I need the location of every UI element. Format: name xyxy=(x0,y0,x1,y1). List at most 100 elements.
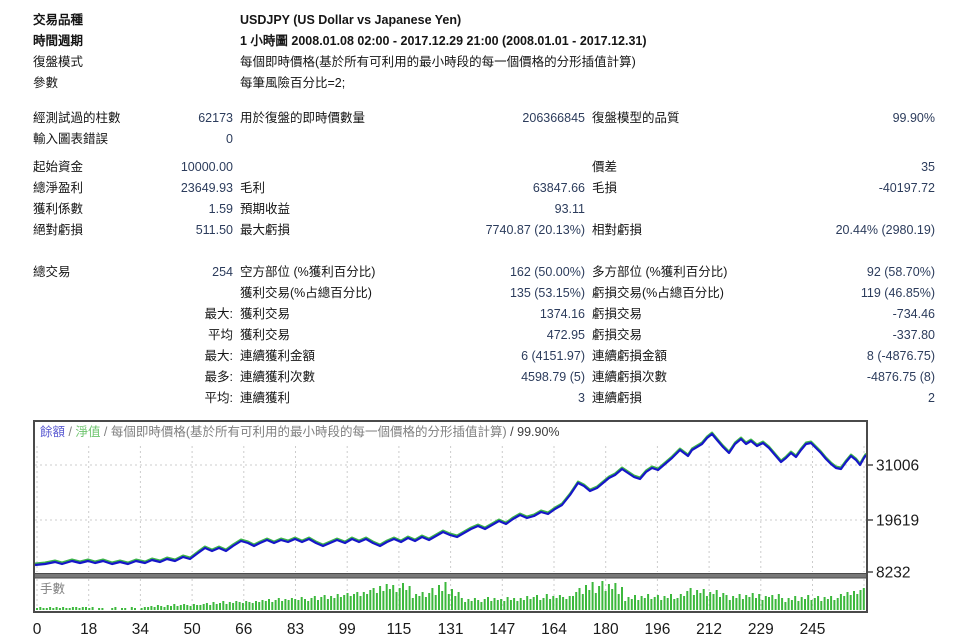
lots-bar xyxy=(853,591,855,610)
lots-bar xyxy=(402,583,404,610)
lots-bar xyxy=(241,603,244,610)
metric-value: 1.59 xyxy=(208,202,233,216)
metric-label: 連續虧損次數 xyxy=(592,370,668,384)
lots-bar xyxy=(519,598,522,610)
lots-bar xyxy=(300,597,303,610)
metric-value: 1374.16 xyxy=(539,307,585,321)
metric-cell: 經測試過的柱數 62173 xyxy=(33,108,233,129)
lots-bar xyxy=(166,605,169,610)
metric-label: 獲利係數 xyxy=(33,202,84,216)
lots-bar xyxy=(807,595,810,610)
lots-bar xyxy=(418,596,421,610)
lots-bar xyxy=(585,585,587,610)
lots-bar xyxy=(424,597,427,610)
lots-bar xyxy=(630,599,633,610)
lots-bar xyxy=(787,598,790,610)
lots-bar xyxy=(856,594,859,610)
report-row: 輸入圖表錯誤 0 xyxy=(0,129,960,150)
lots-bar xyxy=(487,597,489,610)
metric-prefix: 平均: xyxy=(204,391,233,405)
lots-bar xyxy=(774,599,777,610)
report-row: 平均: 連續獲利 3 連續虧損 2 xyxy=(0,388,960,409)
lots-bar xyxy=(143,607,146,610)
report-row: 交易品種 USDJPY (US Dollar vs Japanese Yen) xyxy=(0,10,960,31)
lots-bar xyxy=(121,608,123,610)
lots-bar xyxy=(326,599,329,610)
lots-bar xyxy=(62,607,65,610)
lots-bar xyxy=(199,605,202,610)
lots-bar xyxy=(679,594,682,610)
lots-bar xyxy=(653,597,656,610)
lots-bar xyxy=(820,601,823,610)
metric-label: 預期收益 xyxy=(240,202,291,216)
lots-bar xyxy=(42,608,45,610)
lots-bar xyxy=(493,598,496,610)
lots-bar xyxy=(395,592,398,610)
y-axis-label: 19619 xyxy=(876,513,919,530)
lots-bar xyxy=(709,592,712,610)
lots-bar xyxy=(130,607,133,610)
lots-bar xyxy=(611,589,614,610)
lots-bar xyxy=(297,600,300,610)
lots-bar xyxy=(343,595,346,610)
x-axis-label: 83 xyxy=(287,621,304,638)
metric-cell: 獲利交易 472.95 xyxy=(240,325,585,346)
lots-bar xyxy=(209,605,212,610)
lots-bar xyxy=(470,601,473,610)
report-row: 復盤模式 每個即時價格(基於所有可利用的最小時段的每一個價格的分形插值計算) xyxy=(0,52,960,73)
lots-bar xyxy=(156,605,159,610)
lots-bar xyxy=(281,601,284,610)
lots-bar xyxy=(323,595,326,610)
metric-cell: 連續獲利 3 xyxy=(240,388,585,409)
lots-bar xyxy=(245,601,248,610)
lots-bar xyxy=(366,594,369,610)
report-row: 最大: 獲利交易 1374.16 虧損交易 -734.46 xyxy=(0,304,960,325)
lots-bar xyxy=(163,607,166,610)
x-axis-label: 229 xyxy=(748,621,774,638)
metric-cell: 連續獲利次數 4598.79 (5) xyxy=(240,367,585,388)
lots-bar xyxy=(39,607,42,610)
lots-bar xyxy=(225,604,228,610)
lots-bar xyxy=(728,600,731,610)
lots-bar xyxy=(268,599,270,610)
metric-value: 63847.66 xyxy=(532,181,585,195)
lots-bar xyxy=(45,608,48,610)
metric-cell: 連續虧損 2 xyxy=(592,388,935,409)
lots-bar xyxy=(205,603,208,610)
x-axis-label: 0 xyxy=(33,621,42,638)
lots-bar xyxy=(516,601,519,610)
metric-cell: 連續獲利金額 6 (4151.97) xyxy=(240,346,585,367)
lots-bar xyxy=(575,592,578,610)
metric-label: 多方部位 (%獲利百分比) xyxy=(592,265,728,279)
lots-bar xyxy=(192,604,195,610)
lots-bar xyxy=(715,590,718,610)
lots-bar xyxy=(862,588,865,610)
lots-bar xyxy=(101,608,104,610)
lots-bar xyxy=(477,600,480,610)
lots-bar xyxy=(385,584,388,610)
report-row: 最多: 連續獲利次數 4598.79 (5) 連續虧損次數 -4876.75 (8) xyxy=(0,367,960,388)
lots-bar xyxy=(617,594,620,610)
x-axis-label: 18 xyxy=(80,621,97,638)
lots-bar xyxy=(36,608,38,610)
lots-bar xyxy=(467,599,470,610)
lots-bar xyxy=(189,606,192,610)
metric-label: 價差 xyxy=(592,160,618,174)
lots-bar xyxy=(421,592,424,610)
lots-bar xyxy=(781,598,784,610)
metric-value: 4598.79 (5) xyxy=(521,370,585,384)
metric-value: 135 (53.15%) xyxy=(509,286,585,300)
lots-bar xyxy=(65,608,68,610)
lots-bar xyxy=(568,596,571,610)
metric-value: -734.46 xyxy=(892,307,935,321)
lots-bar xyxy=(849,595,852,610)
lots-bar xyxy=(235,601,238,610)
lots-bar xyxy=(536,595,538,610)
metric-cell xyxy=(240,129,585,150)
lots-bar xyxy=(712,594,715,610)
lots-bar xyxy=(134,608,136,610)
metric-value: 35 xyxy=(921,160,935,174)
metric-label: 用於復盤的即時價數量 xyxy=(240,111,366,125)
metric-cell: 毛利 63847.66 xyxy=(240,178,585,199)
lots-bar xyxy=(81,607,84,610)
